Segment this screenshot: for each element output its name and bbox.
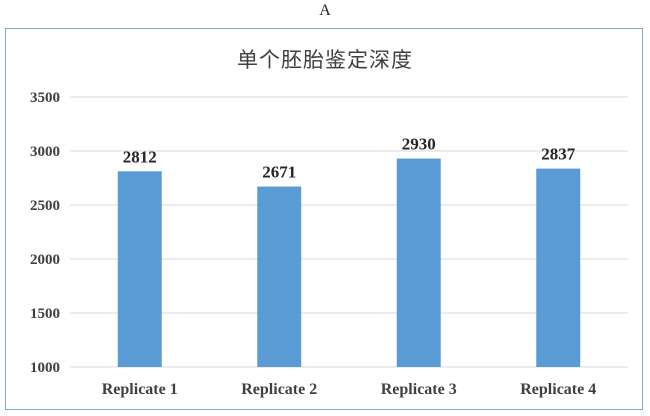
x-axis-categories: Replicate 1 Replicate 2 Replicate 3 Replica… — [102, 381, 596, 398]
panel-label: A — [319, 2, 331, 19]
data-label: 2837 — [541, 145, 576, 164]
bar — [117, 171, 162, 367]
bar — [396, 158, 441, 367]
chart-title: 单个胚胎鉴定深度 — [237, 48, 413, 72]
x-tick-label: Replicate 3 — [381, 381, 457, 398]
x-tick-label: Replicate 4 — [520, 381, 596, 398]
x-tick-label: Replicate 2 — [241, 381, 317, 398]
data-label: 2812 — [123, 147, 157, 166]
data-labels: 2812 2671 2930 2837 — [123, 135, 576, 182]
y-tick-label: 2500 — [30, 198, 60, 214]
y-tick-label: 2000 — [30, 252, 60, 268]
data-label: 2930 — [402, 135, 436, 154]
y-tick-label: 3500 — [30, 90, 60, 106]
y-tick-label: 1500 — [30, 306, 60, 322]
y-tick-label: 1000 — [30, 360, 60, 376]
bars — [117, 158, 581, 367]
bar-chart: 1000 1500 2000 2500 3000 3500 2812 2671 2930 283… — [30, 90, 628, 398]
chart-area: 单个胚胎鉴定深度 1000 1500 2000 2500 3000 3500 2812 26… — [5, 28, 643, 410]
y-axis-ticks: 1000 1500 2000 2500 3000 3500 — [30, 90, 60, 376]
bar — [536, 168, 581, 367]
gridlines — [70, 96, 628, 368]
y-tick-label: 3000 — [30, 144, 60, 160]
data-label: 2671 — [262, 163, 296, 182]
bar — [257, 186, 302, 367]
x-tick-label: Replicate 1 — [102, 381, 178, 398]
